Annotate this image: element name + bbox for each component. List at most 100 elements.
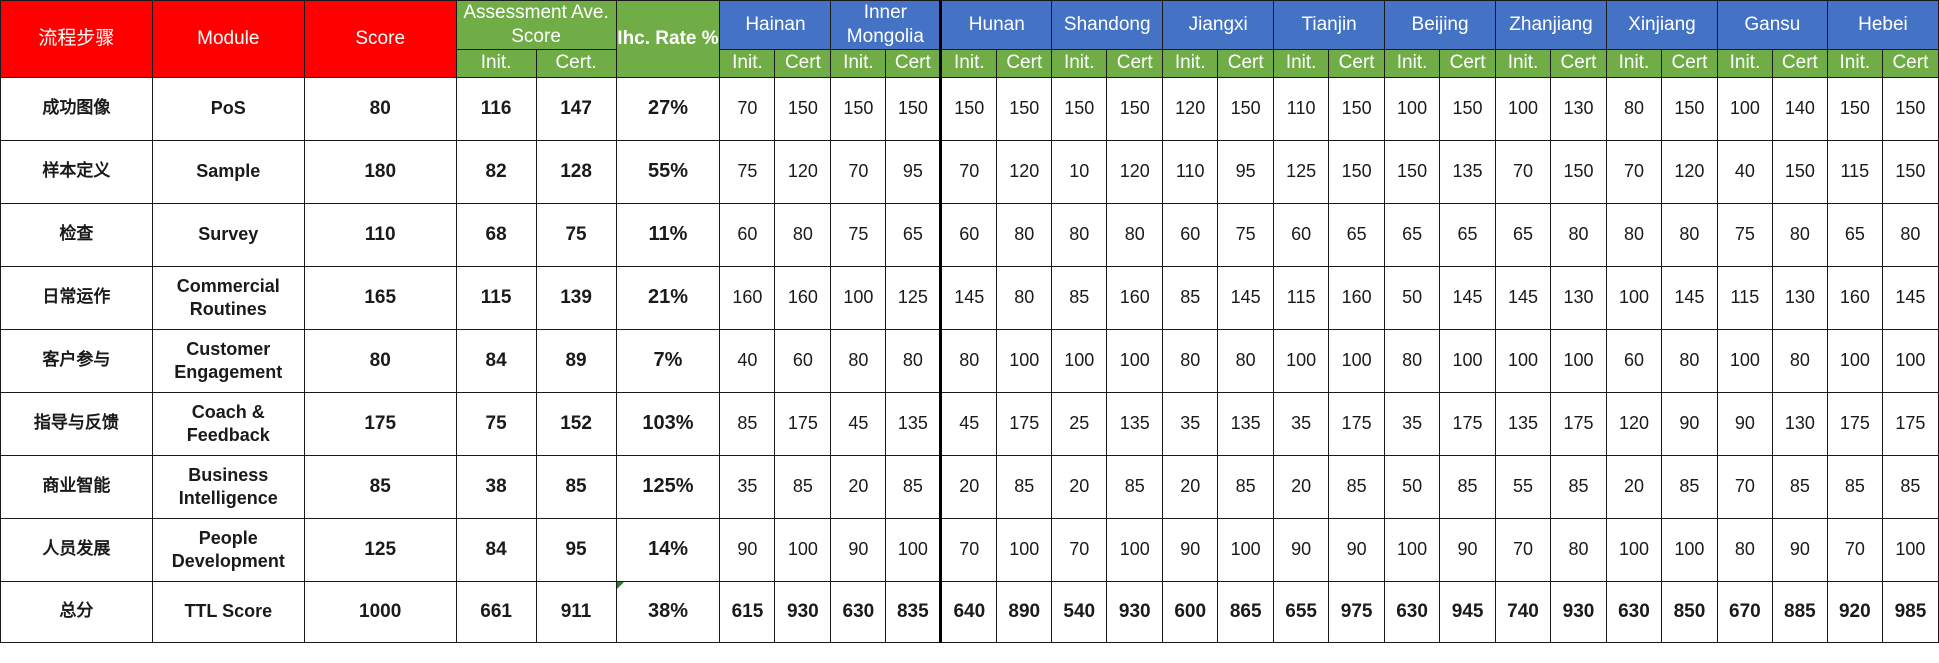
cell-province-init: 60 [719, 202, 776, 267]
cell-province-init: 100 [1716, 76, 1773, 141]
cell-province-cert: 175 [996, 391, 1053, 456]
subheader-init: Init. [1273, 48, 1330, 78]
cell-step: 商业智能 [0, 454, 153, 519]
cell-province-init: 70 [1495, 139, 1551, 204]
cell-province-cert: 120 [996, 139, 1053, 204]
cell-score: 85 [303, 454, 457, 519]
header-assessment: Assessment Ave. Score [455, 0, 617, 50]
cell-province-cert: 150 [1660, 76, 1718, 141]
cell-province-cert: 150 [1771, 139, 1828, 204]
cell-province-cert: 125 [885, 265, 942, 330]
cell-province-init: 60 [1162, 202, 1219, 267]
cell-province-init: 80 [1384, 328, 1441, 393]
cell-province-cert: 100 [1106, 328, 1164, 393]
cell-ave-cert: 147 [535, 76, 617, 141]
table-row: 客户参与 Customer Engagement 80 84 89 7% 40 60 80 80 8… [0, 328, 1939, 393]
cell-province-cert: 145 [1439, 265, 1497, 330]
cell-score: 80 [303, 76, 457, 141]
subheader-init: Init. [1716, 48, 1773, 78]
cell-step: 日常运作 [0, 265, 153, 330]
cell-province-init: 55 [1495, 454, 1551, 519]
subheader-init: Init. [1826, 48, 1883, 78]
cell-ave-init: 84 [455, 328, 537, 393]
cell-province-cert: 150 [1550, 139, 1607, 204]
cell-province-init: 85 [1051, 265, 1108, 330]
cell-province-init: 20 [1051, 454, 1108, 519]
cell-province-cert: 85 [1439, 454, 1497, 519]
cell-province-init: 60 [1605, 328, 1662, 393]
cell-province-init: 70 [939, 517, 998, 582]
cell-province-cert: 160 [1106, 265, 1164, 330]
cell-rate: 14% [615, 517, 721, 582]
cell-province-init: 670 [1716, 580, 1773, 643]
cell-province-init: 100 [1051, 328, 1108, 393]
cell-province-cert: 100 [1550, 328, 1607, 393]
cell-province-cert: 135 [1439, 139, 1497, 204]
header-province: Inner Mongolia [830, 0, 942, 50]
cell-province-cert: 100 [1217, 517, 1275, 582]
cell-province-init: 20 [1273, 454, 1330, 519]
cell-province-init: 45 [939, 391, 998, 456]
subheader-cert: Cert [1881, 48, 1939, 78]
cell-province-init: 65 [1826, 202, 1883, 267]
cell-module: TTL Score [151, 580, 305, 643]
cell-province-cert: 100 [885, 517, 942, 582]
cell-rate: 27% [615, 76, 721, 141]
subheader-cert: Cert [774, 48, 832, 78]
cell-module: Customer Engagement [151, 328, 305, 393]
cell-province-init: 100 [1384, 517, 1441, 582]
cell-step: 样本定义 [0, 139, 153, 204]
cell-province-cert: 100 [1328, 328, 1386, 393]
cell-province-init: 50 [1384, 454, 1441, 519]
cell-province-cert: 100 [1106, 517, 1164, 582]
subheader-init: Init. [939, 48, 998, 78]
cell-province-init: 75 [1716, 202, 1773, 267]
cell-ave-cert: 152 [535, 391, 617, 456]
cell-ave-init: 115 [455, 265, 537, 330]
subheader-init: Init. [1605, 48, 1662, 78]
subheader-cert: Cert [1771, 48, 1828, 78]
header-score: Score [303, 0, 457, 78]
cell-province-cert: 85 [774, 454, 832, 519]
cell-province-init: 60 [939, 202, 998, 267]
cell-province-init: 20 [939, 454, 998, 519]
cell-province-init: 100 [1605, 517, 1662, 582]
corner-marker-icon [617, 582, 624, 589]
cell-province-cert: 80 [774, 202, 832, 267]
cell-province-init: 70 [939, 139, 998, 204]
cell-province-init: 85 [719, 391, 776, 456]
cell-province-cert: 835 [885, 580, 942, 643]
cell-province-init: 85 [1826, 454, 1883, 519]
cell-province-init: 35 [719, 454, 776, 519]
cell-province-cert: 80 [1660, 202, 1718, 267]
cell-module: PoS [151, 76, 305, 141]
header-province: Jiangxi [1162, 0, 1275, 50]
cell-province-cert: 930 [1106, 580, 1164, 643]
cell-province-cert: 135 [885, 391, 942, 456]
total-row: 总分 TTL Score 1000 661 911 38% 615 930 630 835 640 8… [0, 580, 1939, 643]
cell-province-cert: 85 [1217, 454, 1275, 519]
cell-province-init: 90 [1716, 391, 1773, 456]
subheader-init: Init. [1384, 48, 1441, 78]
cell-province-cert: 175 [1439, 391, 1497, 456]
cell-province-init: 120 [1605, 391, 1662, 456]
cell-province-init: 145 [1495, 265, 1551, 330]
cell-province-cert: 130 [1550, 265, 1607, 330]
header-province: Xinjiang [1605, 0, 1718, 50]
cell-province-init: 110 [1273, 76, 1330, 141]
cell-province-cert: 80 [996, 265, 1053, 330]
subheader-init: Init. [1162, 48, 1219, 78]
cell-rate: 21% [615, 265, 721, 330]
cell-province-cert: 95 [1217, 139, 1275, 204]
cell-province-cert: 150 [1881, 76, 1939, 141]
header-province: Beijing [1384, 0, 1497, 50]
cell-province-cert: 100 [1439, 328, 1497, 393]
cell-province-cert: 175 [774, 391, 832, 456]
cell-rate: 103% [615, 391, 721, 456]
cell-province-init: 100 [1384, 76, 1441, 141]
cell-province-init: 120 [1162, 76, 1219, 141]
cell-module: Coach & Feedback [151, 391, 305, 456]
cell-province-cert: 150 [885, 76, 942, 141]
cell-ave-cert: 85 [535, 454, 617, 519]
subheader-cert: Cert [1550, 48, 1607, 78]
